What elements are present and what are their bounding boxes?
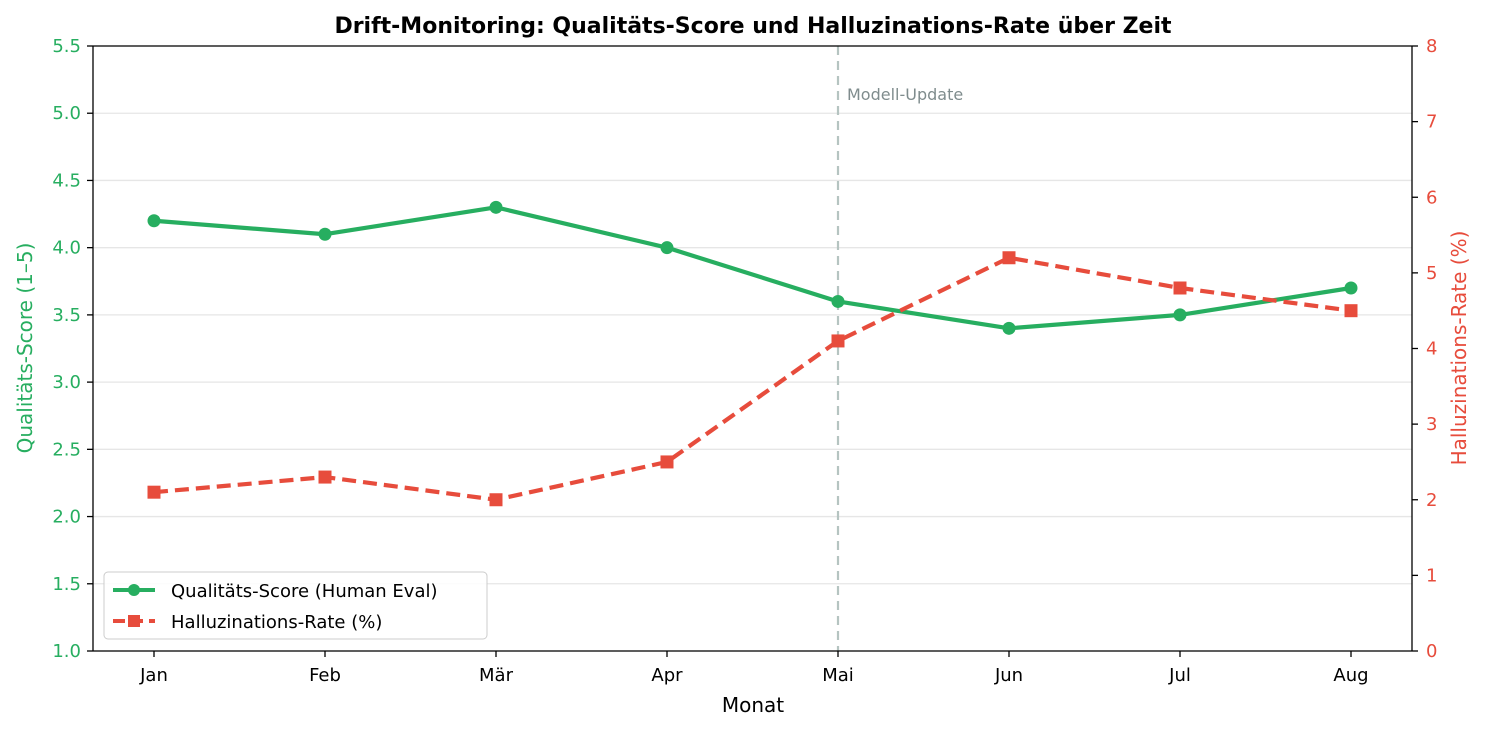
data-point-hallucination [831, 334, 845, 348]
x-tick-label: Mai [822, 665, 854, 686]
y-left-tick-label: 2.5 [52, 439, 81, 460]
y-right-tick-label: 3 [1426, 414, 1437, 435]
y-left-tick-label: 3.0 [52, 372, 81, 393]
y-left-tick-label: 4.5 [52, 170, 81, 191]
legend-label-hallucination: Halluzinations-Rate (%) [171, 612, 382, 633]
y-right-tick-label: 2 [1426, 490, 1437, 511]
data-point-quality [1002, 321, 1016, 335]
series-line-1 [153, 255, 1352, 502]
x-tick-label: Apr [651, 665, 683, 686]
y-right-tick-label: 5 [1426, 263, 1437, 284]
y-left-tick-label: 4.0 [52, 238, 81, 259]
y-right-tick-label: 8 [1426, 36, 1437, 57]
data-point-quality [1173, 308, 1187, 322]
y-right-tick-label: 1 [1426, 565, 1437, 586]
x-tick-label: Jul [1168, 665, 1191, 686]
data-point-quality [831, 294, 845, 308]
annotation-label: Modell-Update [847, 85, 963, 104]
series-layer [147, 200, 1358, 507]
data-point-quality [489, 200, 503, 214]
x-tick-label: Mär [479, 665, 514, 686]
y-axis-left-label: Qualitäts-Score (1–5) [13, 243, 37, 454]
data-point-hallucination [489, 493, 503, 507]
legend: Qualitäts-Score (Human Eval) Halluzinati… [103, 571, 488, 640]
y-left-tick-label: 5.0 [52, 103, 81, 124]
legend-label-quality: Qualitäts-Score (Human Eval) [171, 581, 438, 602]
data-point-quality [147, 214, 161, 228]
y-left-tick-label: 1.0 [52, 641, 81, 662]
data-point-hallucination [660, 455, 674, 469]
data-point-hallucination [147, 485, 161, 499]
x-tick-label: Jan [139, 665, 168, 686]
chart-title: Drift-Monitoring: Qualitäts-Score und Ha… [334, 14, 1172, 39]
y-left-tick-label: 3.5 [52, 305, 81, 326]
y-left-tick-label: 5.5 [52, 36, 81, 57]
x-tick-label: Feb [309, 665, 341, 686]
legend-frame [103, 571, 488, 640]
legend-marker-hallucination [128, 615, 140, 627]
data-point-hallucination [1344, 304, 1358, 318]
x-axis-label: Monat [722, 693, 784, 717]
y-axis-right-label: Halluzinations-Rate (%) [1447, 231, 1471, 466]
axes-layer: Jan Feb Mär Apr Mai Jun Jul Aug 1.0 1.5 2.0 2.5 3.0 3… [52, 36, 1437, 686]
data-point-quality [318, 227, 332, 241]
legend-item-quality: Qualitäts-Score (Human Eval) [113, 581, 438, 602]
data-point-quality [1344, 281, 1358, 295]
y-right-tick-label: 6 [1426, 187, 1437, 208]
y-right-tick-label: 0 [1426, 641, 1437, 662]
data-point-hallucination [1002, 251, 1016, 265]
data-point-hallucination [1173, 281, 1187, 295]
y-right-tick-label: 7 [1426, 112, 1437, 133]
series-line-0 [153, 205, 1352, 331]
y-left-tick-label: 1.5 [52, 574, 81, 595]
data-point-quality [660, 241, 674, 255]
x-tick-label: Jun [994, 665, 1023, 686]
data-point-hallucination [318, 470, 332, 484]
y-left-tick-label: 2.0 [52, 507, 81, 528]
annotation-layer: Modell-Update [836, 46, 963, 651]
x-tick-label: Aug [1333, 665, 1368, 686]
y-right-tick-label: 4 [1426, 339, 1437, 360]
legend-item-hallucination: Halluzinations-Rate (%) [113, 612, 382, 633]
legend-marker-quality [128, 584, 140, 596]
